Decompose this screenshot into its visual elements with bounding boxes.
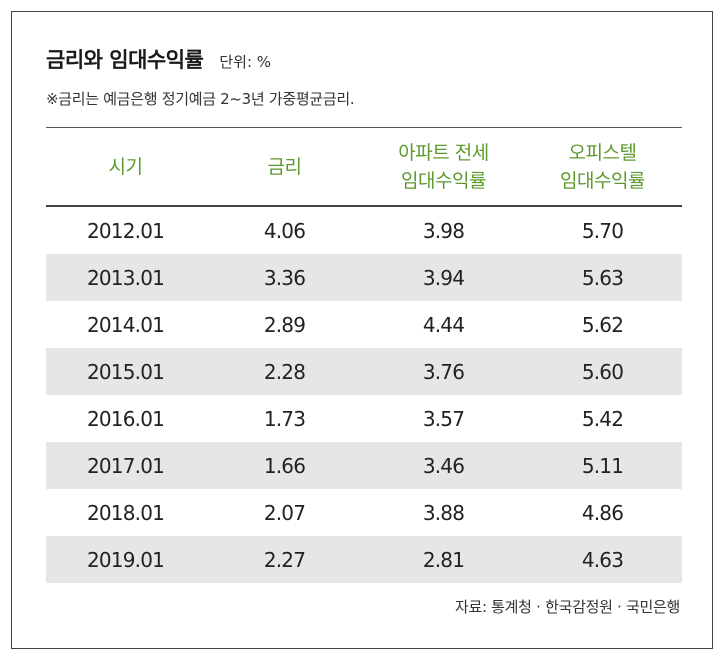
top-rule [46,127,682,128]
cell-interest-rate: 2.28 [263,359,306,384]
table-row: 2013.01 3.36 3.94 5.63 [46,254,682,301]
cell-officetel-yield: 4.63 [581,547,624,572]
title-row: 금리와 임대수익률 단위: % [46,44,271,74]
cell-period: 2018.01 [86,500,165,525]
table-row: 2018.01 2.07 3.88 4.86 [46,489,682,536]
figure-frame [11,11,713,649]
cell-apartment-yield: 3.46 [422,453,465,478]
cell-period: 2016.01 [86,406,165,431]
header-apartment-yield: 아파트 전세 임대수익률 [398,141,489,192]
table-header: 시기 금리 아파트 전세 임대수익률 오피스텔 임대수익률 [46,128,682,205]
cell-period: 2012.01 [86,218,165,243]
cell-apartment-yield: 3.76 [422,359,465,384]
header-interest-rate: 금리 [267,155,302,178]
cell-apartment-yield: 2.81 [422,547,465,572]
cell-interest-rate: 1.73 [263,406,306,431]
cell-period: 2014.01 [86,312,165,337]
cell-officetel-yield: 5.70 [581,218,624,243]
table-row: 2012.01 4.06 3.98 5.70 [46,207,682,254]
cell-apartment-yield: 3.88 [422,500,465,525]
table-body: 2012.01 4.06 3.98 5.70 2013.01 3.36 3.94… [46,207,682,583]
table-row: 2014.01 2.89 4.44 5.62 [46,301,682,348]
header-period: 시기 [108,155,143,178]
table-row: 2015.01 2.28 3.76 5.60 [46,348,682,395]
cell-officetel-yield: 5.42 [581,406,624,431]
cell-interest-rate: 2.89 [263,312,306,337]
header-officetel-yield: 오피스텔 임대수익률 [560,141,645,192]
cell-apartment-yield: 3.57 [422,406,465,431]
cell-officetel-yield: 5.63 [581,265,624,290]
source-credit: 자료: 통계청 · 한국감정원 · 국민은행 [454,598,680,616]
cell-officetel-yield: 5.11 [581,453,624,478]
cell-officetel-yield: 5.60 [581,359,624,384]
table-row: 2019.01 2.27 2.81 4.63 [46,536,682,583]
cell-officetel-yield: 5.62 [581,312,624,337]
cell-period: 2013.01 [86,265,165,290]
table-title: 금리와 임대수익률 [46,48,204,72]
table-row: 2016.01 1.73 3.57 5.42 [46,395,682,442]
cell-officetel-yield: 4.86 [581,500,624,525]
cell-apartment-yield: 3.98 [422,218,465,243]
table-row: 2017.01 1.66 3.46 5.11 [46,442,682,489]
cell-interest-rate: 4.06 [263,218,306,243]
cell-interest-rate: 2.07 [263,500,306,525]
cell-period: 2019.01 [86,547,165,572]
cell-interest-rate: 1.66 [263,453,306,478]
cell-apartment-yield: 4.44 [422,312,465,337]
cell-interest-rate: 3.36 [263,265,306,290]
cell-period: 2017.01 [86,453,165,478]
footnote: ※금리는 예금은행 정기예금 2~3년 가중평균금리. [46,90,355,108]
unit-label: 단위: % [219,53,272,71]
cell-period: 2015.01 [86,359,165,384]
cell-apartment-yield: 3.94 [422,265,465,290]
cell-interest-rate: 2.27 [263,547,306,572]
header-rule [46,205,682,207]
